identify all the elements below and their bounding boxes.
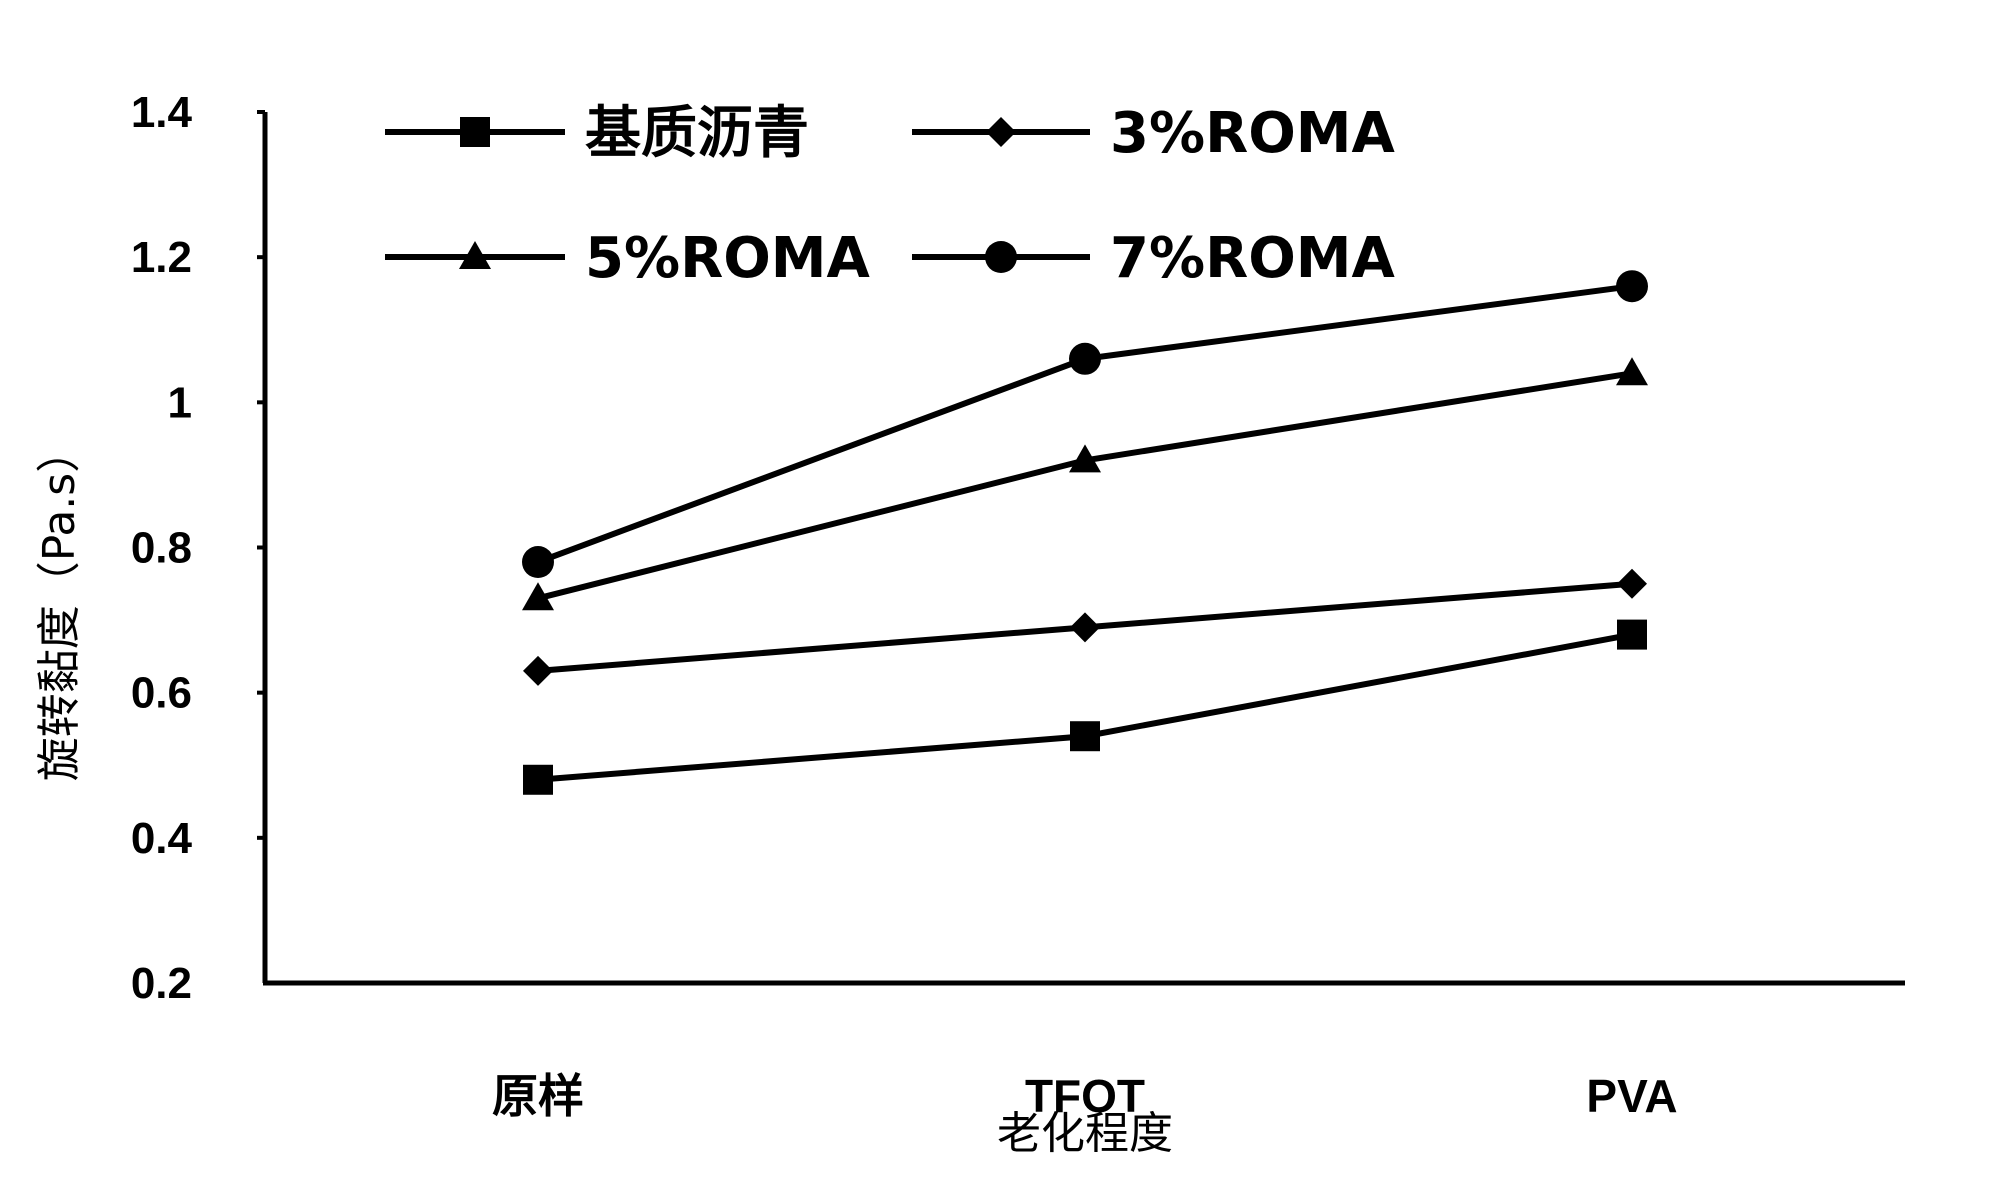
diamond-marker [1070,612,1100,643]
series-4 [522,270,1648,579]
x-category-label: PVA [1586,1070,1677,1122]
x-axis-title: 老化程度 [997,1108,1173,1159]
y-tick-label: 1.2 [131,233,192,282]
legend-label: 基质沥青 [585,101,809,166]
circle-marker [985,241,1017,273]
series-line [537,370,1633,602]
legend-label: 5%ROMA [585,226,871,291]
y-tick-label: 0.8 [131,524,192,573]
series-1 [523,619,1647,795]
series-group [522,270,1648,795]
legend-label: 7%ROMA [1110,226,1396,291]
legend-label: 3%ROMA [1110,101,1396,166]
diamond-marker [523,655,553,686]
circle-marker [1069,342,1101,375]
legend-item: 基质沥青 [385,101,809,166]
circle-marker [1616,270,1648,303]
triangle-marker [522,582,554,611]
triangle-marker [1069,444,1101,473]
square-marker [1617,619,1647,650]
legend-item: 3%ROMA [912,101,1396,166]
legend-item: 5%ROMA [385,226,871,291]
y-tick-label: 1 [168,378,192,427]
x-category-label: 原样 [492,1070,584,1122]
diamond-marker [986,117,1016,147]
y-tick-label: 0.6 [131,669,192,718]
circle-marker [522,546,554,579]
y-tick-label: 0.2 [131,959,192,1008]
triangle-marker [1616,357,1648,386]
square-marker [460,117,490,147]
series-3 [522,357,1648,611]
x-axis-labels: 原样 TFOT PVA [492,1070,1678,1122]
diamond-marker [1617,568,1647,599]
square-marker [1070,721,1100,752]
legend: 基质沥青 3%ROMA 5%ROMA 7%ROMA [385,101,1396,291]
y-tick-label: 1.4 [131,88,193,137]
y-ticks: 0.2 0.4 0.6 0.8 1 1.2 1.4 [131,88,265,1008]
legend-item: 7%ROMA [912,226,1396,291]
series-2 [523,568,1647,686]
y-axis-title: 旋转黏度（Pa.s） [34,429,85,781]
triangle-marker [459,241,491,269]
y-tick-label: 0.4 [131,814,193,863]
x-category-label: TFOT [1025,1070,1145,1122]
axes [262,112,1905,986]
square-marker [523,764,553,795]
series-line [536,283,1633,565]
